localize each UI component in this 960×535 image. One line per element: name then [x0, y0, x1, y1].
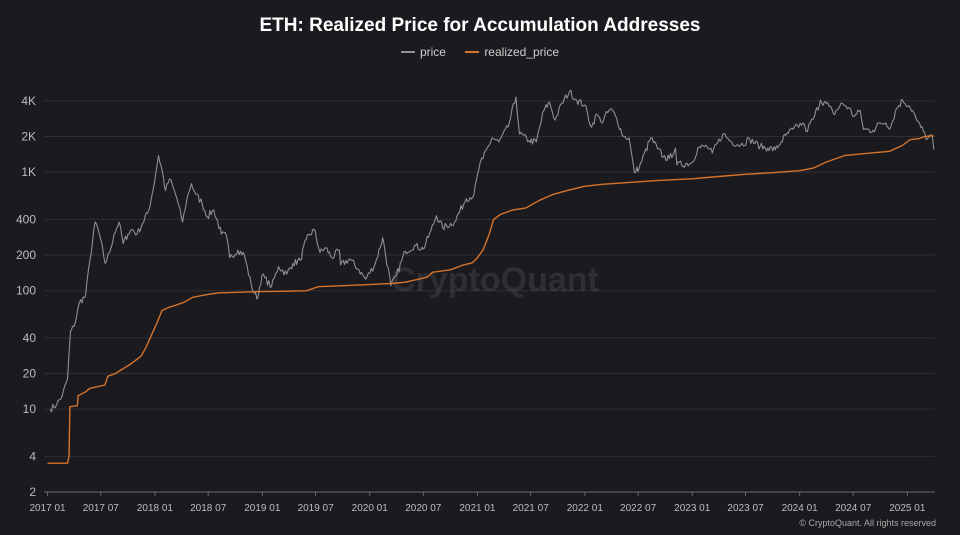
chart-legend: price realized_price [0, 45, 960, 59]
watermark: CryptoQuant [391, 261, 599, 299]
y-tick-label: 4 [29, 449, 36, 463]
x-tick-label: 2020 07 [405, 503, 442, 514]
copyright-footer: © CryptoQuant. All rights reserved [799, 518, 936, 528]
x-tick-label: 2017 07 [83, 503, 120, 514]
x-tick-label: 2024 01 [782, 503, 819, 514]
x-tick-label: 2023 01 [674, 503, 711, 514]
x-tick-label: 2022 07 [620, 503, 657, 514]
x-tick-label: 2024 07 [835, 503, 872, 514]
y-tick-label: 200 [16, 248, 36, 262]
y-tick-label: 2 [29, 485, 36, 499]
y-tick-label: 10 [23, 402, 37, 416]
x-tick-label: 2021 07 [513, 503, 550, 514]
x-tick-label: 2023 07 [727, 503, 764, 514]
x-tick-label: 2019 01 [244, 503, 281, 514]
x-tick-label: 2018 01 [137, 503, 174, 514]
chart-title: ETH: Realized Price for Accumulation Add… [259, 15, 701, 36]
series-line-realized-price [47, 135, 934, 464]
legend-swatch-price [400, 50, 415, 53]
legend-item-price[interactable]: price [400, 45, 446, 59]
y-tick-label: 4K [21, 94, 36, 108]
y-tick-label: 2K [21, 130, 36, 144]
legend-item-realized-price[interactable]: realized_price [465, 45, 559, 59]
x-tick-label: 2021 01 [459, 503, 496, 514]
x-tick-label: 2018 07 [190, 503, 227, 514]
x-tick-label: 2019 07 [298, 503, 335, 514]
y-tick-label: 1K [21, 165, 36, 179]
legend-label-price: price [419, 45, 446, 59]
plot-lines [47, 89, 935, 464]
series-line-price [49, 89, 935, 413]
x-tick-label: 2017 01 [29, 503, 66, 514]
y-tick-label: 20 [23, 367, 37, 381]
grid-lines [44, 100, 935, 493]
y-axis: 2 4 10 20 40 100 200 400 1K 2K 4K [16, 94, 36, 499]
x-axis: 2017 01 2017 07 2018 01 2018 07 2019 01 2019 … [29, 491, 935, 514]
legend-swatch-realized-price [465, 50, 480, 53]
y-tick-label: 100 [16, 284, 36, 298]
x-tick-label: 2020 01 [352, 503, 389, 514]
y-tick-label: 40 [23, 331, 37, 345]
x-tick-label: 2025 01 [889, 503, 926, 514]
y-tick-label: 400 [16, 212, 36, 226]
x-tick-label: 2022 01 [567, 503, 604, 514]
legend-label-realized-price: realized_price [484, 45, 560, 59]
